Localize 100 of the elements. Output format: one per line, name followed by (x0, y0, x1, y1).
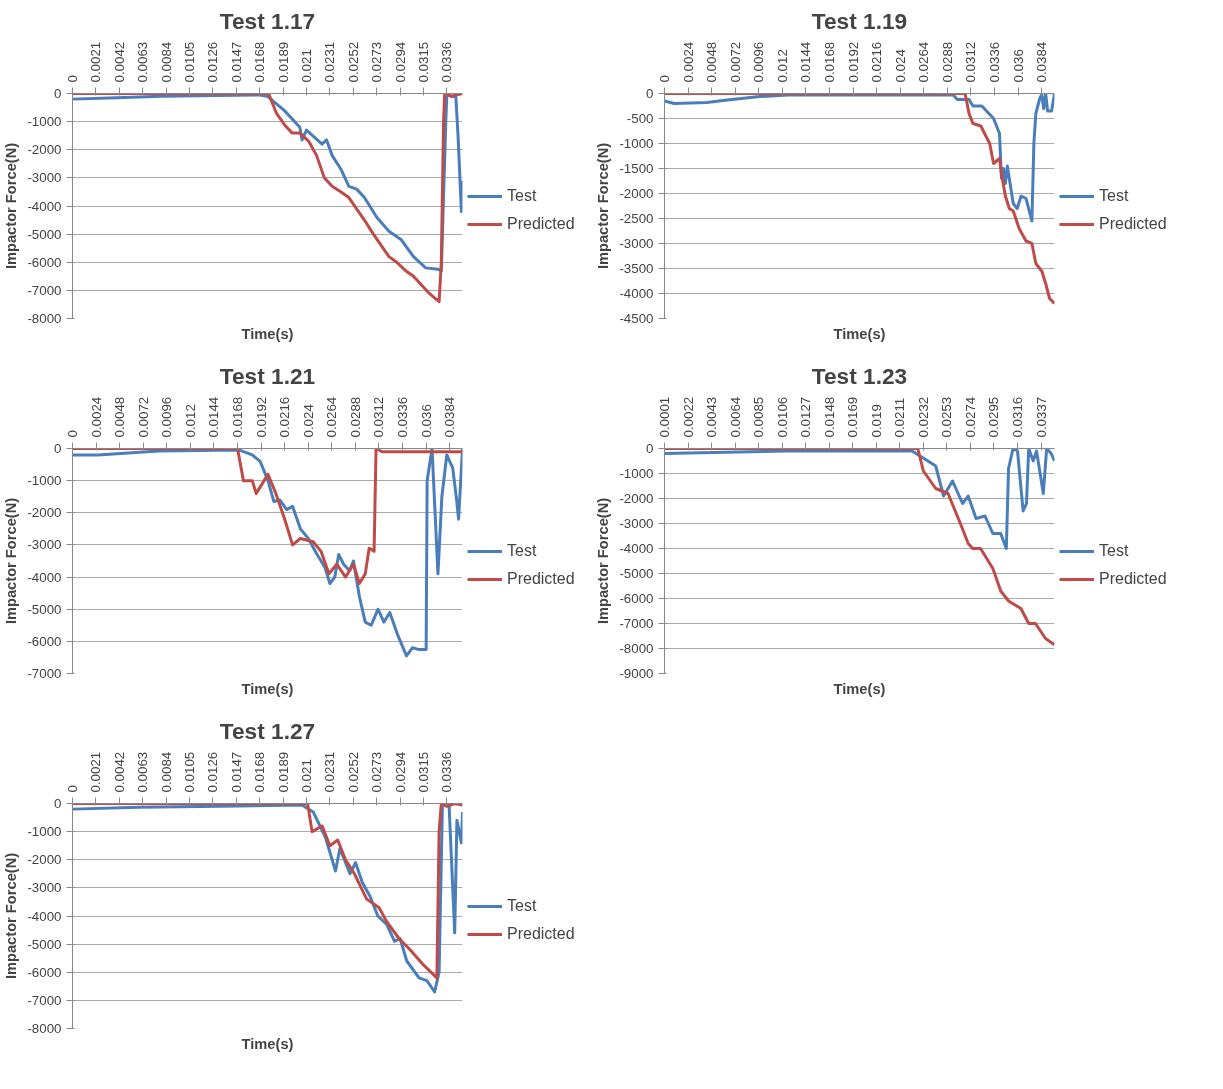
x-tick-label: 0.0147 (228, 751, 244, 793)
x-tick-label: 0.0231 (322, 751, 338, 793)
x-tick-label: 0.0252 (345, 751, 361, 793)
x-tick-label: 0.0253 (939, 396, 955, 438)
x-tick-label: 0.0084 (158, 751, 174, 793)
x-tick-label: 0 (65, 75, 80, 83)
x-tick-label: 0.0096 (159, 396, 175, 438)
y-tick-label: -7000 (27, 666, 62, 681)
y-tick-label: -8000 (27, 1021, 62, 1036)
y-tick-label: -3000 (27, 170, 62, 186)
x-tick-label: 0.0273 (369, 751, 385, 793)
x-tick-label: 0.0021 (88, 751, 104, 793)
x-tick-label: 0.0288 (939, 41, 955, 83)
y-tick-label: -2000 (27, 142, 62, 158)
x-tick-label: 0.0384 (442, 396, 458, 438)
x-tick-label: 0.0085 (751, 396, 767, 438)
x-tick-label: 0.0337 (1033, 396, 1049, 438)
x-tick-label: 0.0022 (680, 396, 696, 438)
x-tick-label: 0.0043 (704, 396, 720, 438)
x-tick-label: 0.0274 (962, 396, 978, 438)
legend-label: Test (1099, 187, 1129, 205)
x-tick-label: 0.0295 (986, 396, 1002, 438)
x-tick-label: 0.0336 (439, 41, 455, 83)
x-axis-title: Time(s) (241, 1035, 294, 1052)
x-tick-label: 0.0001 (657, 396, 672, 438)
y-tick-label: -2000 (619, 186, 654, 201)
x-tick-label: 0.024 (300, 403, 316, 438)
x-tick-label: 0.0288 (347, 396, 363, 438)
x-tick-label: 0.0126 (205, 41, 221, 83)
x-tick-label: 0.0211 (892, 397, 908, 438)
x-tick-label: 0.0168 (252, 751, 268, 793)
legend-label: Predicted (507, 925, 575, 943)
y-tick-label: -7000 (619, 616, 654, 631)
x-tick-label: 0.0168 (252, 41, 268, 83)
x-tick-label: 0.0072 (135, 396, 151, 438)
y-tick-label: -1000 (619, 136, 654, 151)
y-tick-label: -6000 (27, 254, 62, 270)
legend-label: Test (507, 542, 537, 560)
x-tick-label: 0.036 (418, 404, 434, 438)
chart-title: Test 1.23 (811, 362, 908, 389)
y-tick-label: -4000 (27, 569, 62, 585)
y-tick-label: -8000 (27, 311, 62, 326)
x-tick-label: 0.0106 (774, 396, 790, 438)
x-tick-label: 0.0216 (869, 41, 885, 83)
x-tick-label: 0.0048 (704, 41, 720, 83)
x-tick-label: 0.0231 (322, 41, 338, 83)
y-tick-label: -2000 (27, 852, 62, 868)
x-tick-label: 0.0042 (111, 751, 127, 793)
y-tick-label: -1000 (27, 114, 62, 130)
y-axis-title: Impactor Force(N) (3, 142, 20, 270)
x-tick-label: 0.0168 (822, 41, 838, 83)
x-tick-label: 0.0336 (987, 41, 1003, 83)
x-tick-label: 0.0336 (439, 751, 455, 793)
y-tick-label: 0 (54, 796, 62, 811)
y-tick-label: -3000 (27, 537, 62, 553)
x-tick-label: 0.0252 (345, 41, 361, 83)
legend-label: Test (1099, 542, 1129, 560)
y-tick-label: -5000 (619, 566, 654, 581)
y-tick-label: -6000 (619, 591, 654, 606)
x-tick-label: 0.0315 (416, 751, 431, 793)
y-axis-title: Impactor Force(N) (595, 142, 612, 270)
x-tick-label: 0.024 (892, 48, 908, 83)
legend-label: Predicted (507, 215, 575, 233)
x-tick-label: 0.0105 (182, 41, 197, 83)
y-tick-label: 0 (646, 86, 654, 101)
x-tick-label: 0.0048 (112, 396, 128, 438)
x-axis-title: Time(s) (833, 680, 886, 697)
x-tick-label: 0.0216 (277, 396, 293, 438)
x-tick-label: 0.0168 (230, 396, 246, 438)
x-axis-title: Time(s) (241, 325, 294, 342)
y-tick-label: -5000 (27, 226, 62, 242)
y-tick-label: -3500 (619, 261, 654, 276)
y-tick-label: 0 (54, 86, 62, 101)
x-tick-label: 0.0144 (206, 396, 222, 438)
y-tick-label: -3000 (619, 236, 654, 251)
y-tick-label: -6000 (27, 964, 62, 980)
x-tick-label: 0.0273 (369, 41, 385, 83)
x-tick-label: 0.0072 (727, 41, 743, 83)
y-tick-label: -5000 (27, 601, 62, 617)
y-tick-label: -1000 (27, 473, 62, 489)
x-tick-label: 0.0169 (845, 396, 861, 438)
x-tick-label: 0.012 (182, 404, 198, 438)
y-tick-label: -5000 (27, 936, 62, 952)
y-axis-title: Impactor Force(N) (595, 497, 612, 625)
legend-label: Test (507, 187, 537, 205)
x-tick-label: 0.0192 (253, 396, 269, 438)
y-tick-label: -1000 (27, 824, 62, 840)
x-tick-label: 0.0126 (205, 751, 221, 793)
x-tick-label: 0 (657, 75, 672, 83)
chart-title: Test 1.27 (219, 717, 316, 744)
y-tick-label: -500 (626, 111, 654, 126)
y-tick-label: 0 (646, 441, 654, 456)
legend-label: Predicted (1099, 215, 1167, 233)
y-tick-label: -1500 (619, 161, 654, 176)
y-axis-title: Impactor Force(N) (3, 497, 20, 625)
x-tick-label: 0.0147 (228, 41, 244, 83)
legend-label: Predicted (507, 570, 575, 588)
y-tick-label: -2000 (27, 505, 62, 521)
y-tick-label: -2000 (619, 491, 654, 506)
x-tick-label: 0.0096 (751, 41, 767, 83)
